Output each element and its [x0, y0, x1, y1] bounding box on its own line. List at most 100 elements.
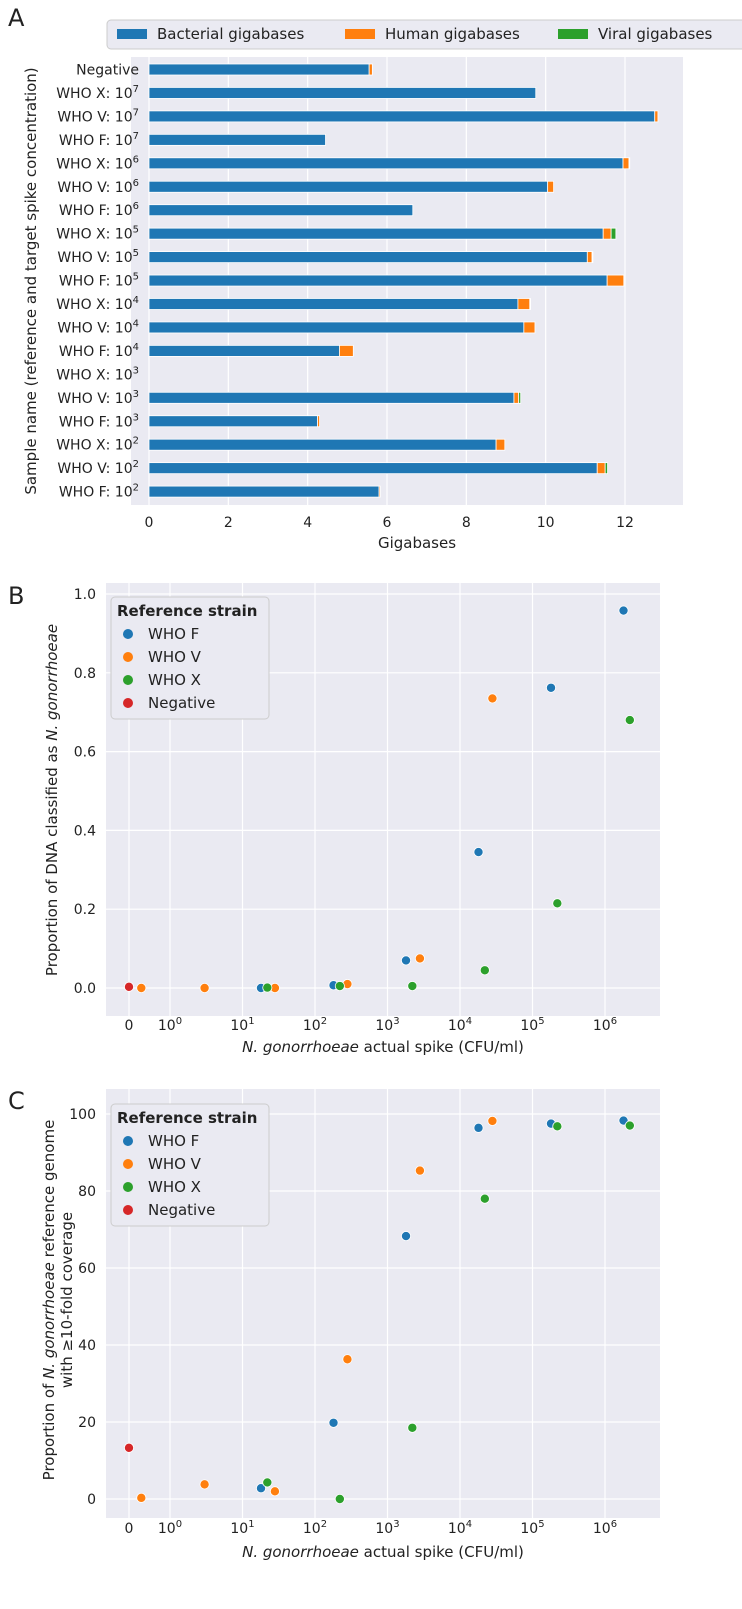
scatter-point — [199, 1479, 210, 1490]
scatter-point — [414, 1165, 425, 1176]
bar-segment — [338, 344, 354, 357]
bar-segment — [529, 298, 531, 310]
bar-category-label: WHO X: 105 — [56, 225, 139, 243]
scatter-point — [479, 1193, 490, 1204]
scatter-point — [136, 1492, 147, 1503]
bar-segment — [148, 391, 515, 404]
scatter-x-tick: 106 — [593, 1016, 617, 1034]
scatter-y-axis-label: Proportion of N. gonorrhoeae reference g… — [40, 1120, 58, 1481]
bar-segment — [148, 438, 497, 451]
scatter-x-tick: 105 — [520, 1016, 544, 1034]
scatter-point — [262, 982, 273, 993]
bar-segment — [604, 462, 608, 475]
bar-category-label: WHO X: 103 — [56, 365, 139, 383]
bar-segment — [148, 415, 318, 428]
scatter-legend-label: WHO V — [148, 648, 202, 666]
bar-category-label: WHO X: 106 — [56, 154, 139, 172]
scatter-point — [473, 847, 484, 858]
scatter-x-tick: 0 — [125, 1018, 134, 1034]
scatter-point — [487, 1115, 498, 1126]
bar-category-label: WHO V: 104 — [57, 318, 139, 336]
panel-letter-b: B — [8, 582, 24, 610]
scatter-point — [256, 1483, 267, 1494]
scatter-legend-label: WHO F — [148, 1132, 199, 1150]
bar-x-axis-label: Gigabases — [378, 534, 456, 552]
scatter-x-axis-label: N. gonorrhoeae actual spike (CFU/ml) — [242, 1543, 524, 1561]
scatter-point — [334, 1494, 345, 1505]
bar-segment — [602, 227, 612, 240]
bar-segment — [148, 110, 656, 123]
scatter-point — [124, 1442, 135, 1453]
bar-segment — [523, 321, 536, 334]
bar-legend-swatch — [558, 29, 588, 39]
bar-segment — [628, 157, 631, 170]
scatter-point — [624, 1120, 635, 1131]
bar-x-tick: 6 — [383, 515, 392, 531]
panel-letter-c: C — [8, 1087, 25, 1115]
bar-segment — [317, 415, 320, 428]
scatter-y-tick: 0.4 — [74, 823, 96, 839]
bar-category-label: WHO V: 106 — [57, 178, 139, 196]
bar-category-label: WHO F: 104 — [59, 342, 139, 360]
scatter-x-tick: 105 — [520, 1519, 544, 1537]
bar-legend-swatch — [345, 29, 375, 39]
bar-segment — [596, 462, 606, 475]
scatter-point — [479, 965, 490, 976]
scatter-legend-label: WHO X — [148, 1178, 201, 1196]
bar-segment — [148, 485, 380, 498]
scatter-point — [618, 605, 629, 616]
bar-category-label: WHO F: 105 — [59, 272, 139, 290]
scatter-legend-marker — [123, 1136, 133, 1146]
bar-category-label: WHO F: 102 — [59, 483, 139, 501]
bar-segment — [591, 251, 594, 264]
bar-segment — [622, 157, 630, 170]
bar-category-label: WHO V: 103 — [57, 389, 139, 407]
scatter-x-tick: 104 — [448, 1519, 472, 1537]
scatter-legend-label: WHO F — [148, 625, 199, 643]
bar-category-label: WHO F: 106 — [59, 201, 139, 219]
bar-x-tick: 8 — [462, 515, 471, 531]
bar-legend-label: Human gigabases — [385, 25, 520, 43]
scatter-legend — [110, 596, 270, 720]
scatter-point — [407, 981, 418, 992]
scatter-legend-label: WHO V — [148, 1155, 202, 1173]
scatter-point — [334, 981, 345, 992]
scatter-point — [342, 1354, 353, 1365]
bar-x-tick: 10 — [537, 515, 555, 531]
scatter-point — [328, 1417, 339, 1428]
bar-category-label: WHO X: 107 — [56, 84, 139, 102]
bar-segment — [610, 227, 617, 240]
scatter-x-tick: 102 — [303, 1016, 327, 1034]
scatter-point — [414, 953, 425, 964]
scatter-point — [401, 1231, 412, 1242]
scatter-point — [487, 693, 498, 704]
bar-x-tick: 4 — [303, 515, 312, 531]
scatter-y-tick: 0.6 — [74, 745, 96, 761]
scatter-x-tick: 103 — [375, 1519, 399, 1537]
scatter-point — [269, 1486, 280, 1497]
bar-segment — [606, 274, 625, 287]
bar-x-tick: 2 — [224, 515, 233, 531]
bar-legend-swatch — [117, 29, 147, 39]
bar-segment — [148, 204, 414, 217]
scatter-legend-marker — [123, 1159, 133, 1169]
bar-segment — [378, 485, 381, 498]
scatter-legend-marker — [123, 1205, 133, 1215]
scatter-legend-label: Negative — [148, 1201, 215, 1219]
scatter-y-tick: 1.0 — [74, 587, 96, 603]
bar-segment — [148, 321, 525, 334]
scatter-y-tick: 60 — [78, 1261, 96, 1277]
scatter-legend-marker — [123, 629, 133, 639]
bar-segment — [148, 157, 624, 170]
bar-segment — [368, 63, 373, 76]
scatter-legend — [110, 1103, 270, 1227]
bar-category-label: Negative — [76, 63, 139, 79]
bar-legend — [106, 19, 742, 50]
scatter-y-tick: 20 — [78, 1415, 96, 1431]
scatter-point — [473, 1122, 484, 1133]
scatter-point — [136, 983, 147, 994]
scatter-legend-marker — [123, 675, 133, 685]
bar-segment — [654, 110, 659, 123]
scatter-y-tick: 100 — [69, 1107, 96, 1123]
